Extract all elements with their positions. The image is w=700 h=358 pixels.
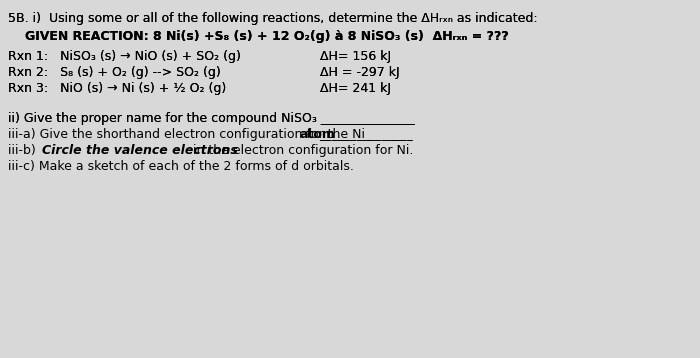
Text: Rxn 2:   S₈ (s) + O₂ (g) --> SO₂ (g): Rxn 2: S₈ (s) + O₂ (g) --> SO₂ (g) (8, 66, 220, 79)
Text: ΔH = -297 kJ: ΔH = -297 kJ (320, 66, 400, 79)
Text: iii-c) Make a sketch of each of the 2 forms of d orbitals.: iii-c) Make a sketch of each of the 2 fo… (8, 160, 354, 173)
Text: 5B. i)  Using some or all of the following reactions, determine the ΔHᵣₓₙ as ind: 5B. i) Using some or all of the followin… (8, 12, 538, 25)
Text: atom: atom (299, 128, 335, 141)
Text: Rxn 1:   NiSO₃ (s) → NiO (s) + SO₂ (g): Rxn 1: NiSO₃ (s) → NiO (s) + SO₂ (g) (8, 50, 241, 63)
Text: Rxn 3:   NiO (s) → Ni (s) + ½ O₂ (g): Rxn 3: NiO (s) → Ni (s) + ½ O₂ (g) (8, 82, 226, 95)
Text: GIVEN REACTION: 8 Ni(s) +S₈ (s) + 12 O₂(g) à 8 NiSO₃ (s)  ΔHᵣₓₙ = ???: GIVEN REACTION: 8 Ni(s) +S₈ (s) + 12 O₂(… (25, 30, 509, 43)
Text: iii-b): iii-b) (8, 144, 40, 157)
Text: Rxn 3:   NiO (s) → Ni (s) + ½ O₂ (g): Rxn 3: NiO (s) → Ni (s) + ½ O₂ (g) (8, 82, 226, 95)
Text: ΔH= 156 kJ: ΔH= 156 kJ (320, 50, 391, 63)
Text: Rxn 2:   S₈ (s) + O₂ (g) --> SO₂ (g): Rxn 2: S₈ (s) + O₂ (g) --> SO₂ (g) (8, 66, 220, 79)
Text: ΔH = -297 kJ: ΔH = -297 kJ (320, 66, 400, 79)
Text: ΔH= 241 kJ: ΔH= 241 kJ (320, 82, 391, 95)
Text: Rxn 1:   NiSO₃ (s) → NiO (s) + SO₂ (g): Rxn 1: NiSO₃ (s) → NiO (s) + SO₂ (g) (8, 50, 241, 63)
Text: GIVEN REACTION: 8 Ni(s) +S₈ (s) + 12 O₂(g) à 8 NiSO₃ (s)  ΔHᵣₓₙ = ???: GIVEN REACTION: 8 Ni(s) +S₈ (s) + 12 O₂(… (25, 30, 509, 43)
Text: _______________: _______________ (319, 128, 413, 141)
Text: ii) Give the proper name for the compound NiSO₃ _______________: ii) Give the proper name for the compoun… (8, 112, 414, 125)
Text: 5B. i)  Using some or all of the following reactions, determine the ΔHᵣₓₙ as ind: 5B. i) Using some or all of the followin… (8, 12, 538, 25)
Text: iii-a) Give the shorthand electron configuration for the Ni: iii-a) Give the shorthand electron confi… (8, 128, 369, 141)
Text: ΔH= 241 kJ: ΔH= 241 kJ (320, 82, 391, 95)
Text: in the electron configuration for Ni.: in the electron configuration for Ni. (188, 144, 413, 157)
Text: ΔH= 156 kJ: ΔH= 156 kJ (320, 50, 391, 63)
Text: Circle the valence electrons: Circle the valence electrons (42, 144, 238, 157)
Text: ii) Give the proper name for the compound NiSO₃ _______________: ii) Give the proper name for the compoun… (8, 112, 414, 125)
